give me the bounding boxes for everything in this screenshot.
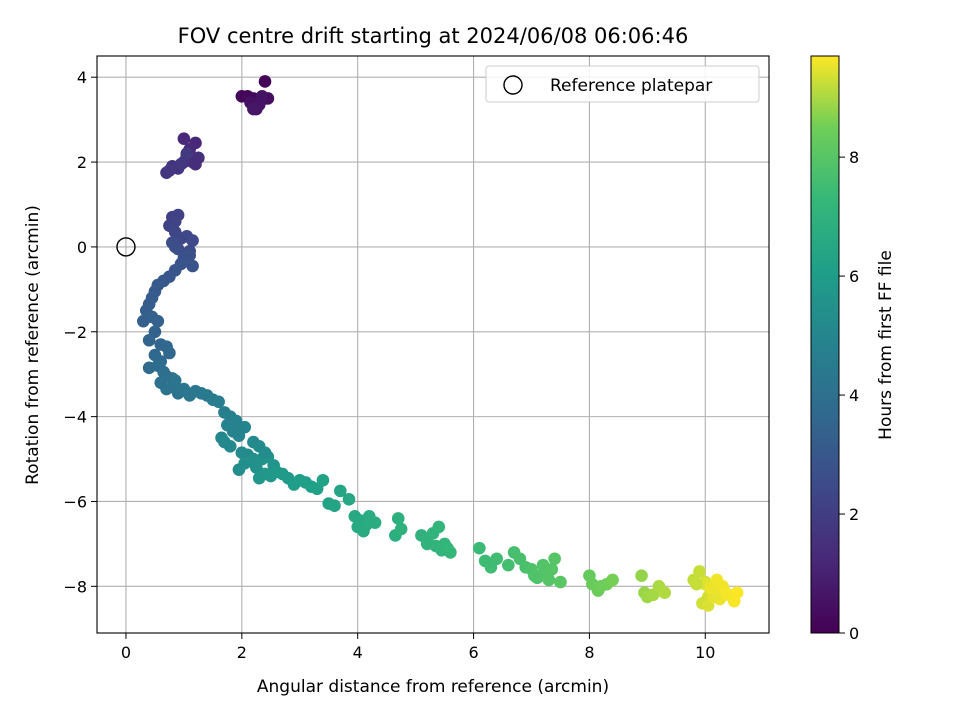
plot-frame: [96, 55, 770, 634]
scatter-point: [168, 374, 182, 387]
scatter-point: [168, 240, 182, 254]
legend: Reference platepar: [485, 65, 760, 103]
x-tick-label: 2: [237, 643, 247, 662]
scatter-point: [432, 520, 446, 534]
legend-reference-marker: [503, 75, 523, 95]
x-tick-label: 8: [584, 643, 594, 662]
scatter-point: [177, 132, 191, 146]
y-axis-ticks: −8 −6 −4 −2 0 2 4: [63, 68, 97, 596]
scatter-point: [357, 524, 370, 538]
x-axis-label: Angular distance from reference (arcmin): [257, 677, 609, 697]
scatter-point: [142, 333, 156, 347]
colorbar-ticks: 0 2 4 6 8: [839, 148, 859, 643]
colorbar-tick-label: 0: [849, 624, 859, 643]
scatter-point: [328, 499, 341, 513]
scatter-point: [502, 558, 515, 572]
scatter-point: [186, 234, 199, 247]
scatter-point: [554, 575, 567, 589]
chart-title: FOV centre drift starting at 2024/06/08 …: [178, 24, 689, 48]
scatter-point: [212, 395, 225, 409]
scatter-point: [232, 423, 246, 436]
scatter-point: [192, 151, 205, 165]
scatter-point: [316, 473, 330, 487]
scatter-point: [606, 573, 619, 587]
scatter-point: [247, 102, 260, 116]
scatter-point: [334, 484, 347, 498]
x-tick-label: 10: [695, 643, 715, 662]
colorbar-gradient: [810, 55, 840, 634]
colorbar-label: Hours from first FF file: [876, 250, 896, 440]
scatter-point: [528, 569, 541, 583]
scatter-point: [658, 586, 672, 599]
scatter-point: [391, 512, 405, 525]
scatter-point: [258, 75, 272, 88]
y-tick-label: 0: [77, 238, 87, 257]
x-tick-label: 4: [353, 643, 363, 662]
x-tick-label: 0: [121, 643, 131, 662]
scatter-point: [342, 493, 356, 506]
scatter-point: [163, 164, 176, 177]
scatter-points: [137, 75, 744, 612]
scatter-point: [690, 577, 703, 591]
y-tick-label: −4: [63, 408, 87, 427]
scatter-point: [174, 157, 188, 171]
y-tick-label: −2: [63, 323, 87, 342]
x-tick-label: 6: [468, 643, 478, 662]
scatter-point: [548, 552, 561, 566]
legend-box: [485, 65, 760, 103]
scatter-point: [394, 522, 408, 536]
colorbar-tick-label: 8: [849, 148, 859, 167]
scatter-point: [223, 440, 237, 453]
y-tick-label: 2: [77, 153, 87, 172]
legend-entry-reference-platepar: Reference platepar: [550, 76, 712, 96]
scatter-point: [151, 314, 165, 328]
y-axis-label: Rotation from reference (arcmin): [23, 205, 43, 485]
scatter-point: [710, 573, 724, 587]
scatter-point: [545, 563, 559, 576]
scatter-point: [180, 147, 194, 160]
y-tick-label: −6: [63, 492, 87, 511]
x-axis-ticks: 0 2 4 6 8 10: [121, 633, 715, 662]
scatter-point: [693, 565, 706, 578]
scatter-point: [730, 586, 744, 599]
scatter-point: [186, 259, 199, 273]
scatter-point: [183, 249, 196, 262]
scatter-point: [368, 516, 382, 529]
y-tick-label: −8: [63, 577, 87, 596]
y-tick-label: 4: [77, 68, 87, 87]
reference-platepar-marker: [116, 237, 136, 257]
scatter-point: [258, 446, 272, 459]
colorbar-tick-label: 2: [849, 505, 859, 524]
scatter-point: [473, 541, 486, 555]
scatter-point: [163, 346, 176, 360]
scatter-point: [635, 569, 648, 583]
scatter-point: [542, 573, 556, 587]
scatter-point: [490, 552, 504, 566]
colorbar-tick-label: 6: [849, 267, 859, 286]
colorbar-tick-label: 4: [849, 386, 859, 405]
scatter-point: [441, 541, 454, 555]
colorbar: 0 2 4 6 8 Hours from first FF file: [810, 55, 896, 643]
